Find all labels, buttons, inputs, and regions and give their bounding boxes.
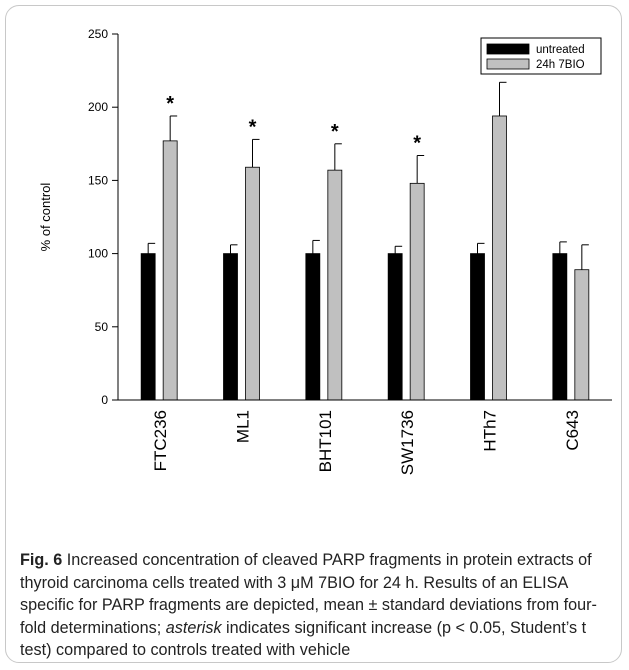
y-tick-label: 250 — [88, 27, 108, 41]
bar-7bio — [327, 169, 343, 401]
legend-label-7bio: 24h 7BIO — [536, 59, 585, 71]
y-axis-ticks: 0 50 100 150 200 250 — [88, 27, 118, 407]
error-bars — [147, 81, 589, 270]
y-tick-label: 150 — [88, 173, 108, 187]
legend: untreated 24h 7BIO — [480, 37, 602, 75]
x-tick-label: SW1736 — [398, 410, 417, 475]
bar-marks — [140, 115, 590, 401]
bar-7bio — [492, 115, 507, 401]
bar-untreated — [387, 253, 403, 401]
y-axis-label: % of control — [38, 183, 53, 252]
x-tick-label: ML1 — [234, 410, 253, 443]
caption-emphasis: asterisk — [165, 618, 222, 637]
caption-text-end: indicates significant increase (p < 0.05… — [20, 618, 587, 660]
x-axis-labels: FTC236 ML1 BHT101 SW1736 HTh7 C643 — [151, 410, 582, 475]
y-tick-label: 0 — [101, 393, 108, 407]
bar-untreated — [552, 253, 568, 401]
y-tick-label: 200 — [88, 100, 108, 114]
bar-7bio — [245, 166, 260, 401]
significance-marks: ***** — [166, 59, 503, 154]
x-tick-label: FTC236 — [151, 410, 170, 471]
y-tick-label: 100 — [88, 247, 108, 261]
bar-untreated — [223, 253, 238, 401]
x-tick-label: C643 — [563, 410, 582, 451]
figure-caption: Fig. 6 Increased concentration of cleave… — [20, 549, 616, 662]
legend-swatch-7bio — [486, 58, 530, 70]
legend-swatch-untreated — [486, 43, 530, 55]
bar-7bio — [574, 269, 590, 401]
x-tick-label: BHT101 — [316, 410, 335, 472]
significance-asterisk: * — [249, 116, 257, 138]
caption-label: Fig. 6 — [20, 551, 63, 569]
significance-asterisk: * — [413, 133, 421, 155]
significance-asterisk: * — [166, 93, 174, 115]
legend-label-untreated: untreated — [536, 44, 585, 56]
bar-7bio — [162, 140, 178, 401]
y-tick-label: 50 — [95, 320, 109, 334]
caption-text: Increased concentration of cleaved PARP … — [20, 551, 597, 637]
bar-untreated — [470, 253, 485, 401]
bar-7bio — [409, 182, 425, 401]
bar-untreated — [305, 253, 321, 401]
significance-asterisk: * — [331, 121, 339, 143]
bar-untreated — [140, 253, 156, 401]
x-tick-label: HTh7 — [481, 410, 500, 452]
